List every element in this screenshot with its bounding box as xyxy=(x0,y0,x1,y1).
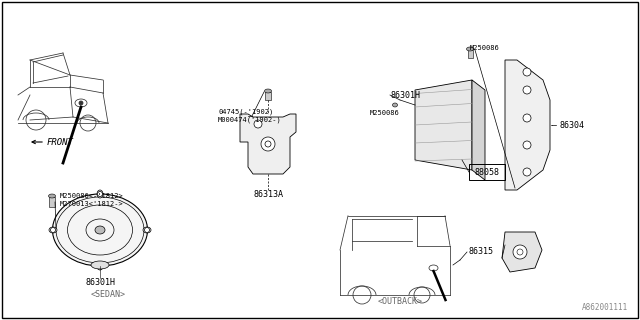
Text: 86304: 86304 xyxy=(560,121,585,130)
Ellipse shape xyxy=(143,227,151,233)
Ellipse shape xyxy=(49,227,57,233)
Bar xyxy=(468,50,473,58)
Circle shape xyxy=(523,168,531,176)
Circle shape xyxy=(145,228,150,233)
Circle shape xyxy=(97,191,102,196)
Circle shape xyxy=(265,141,271,147)
Bar xyxy=(49,197,55,207)
Text: <SEDAN>: <SEDAN> xyxy=(90,290,125,299)
Circle shape xyxy=(513,245,527,259)
Circle shape xyxy=(51,228,56,233)
Circle shape xyxy=(254,120,262,128)
Circle shape xyxy=(523,68,531,76)
Ellipse shape xyxy=(97,190,103,198)
Text: M270013<'1812->: M270013<'1812-> xyxy=(60,201,124,207)
Polygon shape xyxy=(502,232,542,272)
Ellipse shape xyxy=(264,89,271,93)
Text: FRONT: FRONT xyxy=(47,138,74,147)
Text: 86315: 86315 xyxy=(468,247,493,257)
Circle shape xyxy=(517,249,523,255)
Ellipse shape xyxy=(97,262,103,270)
Ellipse shape xyxy=(467,47,474,51)
Text: 86301H: 86301H xyxy=(85,278,115,287)
Polygon shape xyxy=(240,114,296,174)
Text: 04745(-'1902): 04745(-'1902) xyxy=(218,109,273,115)
Bar xyxy=(265,92,271,100)
Text: A862001111: A862001111 xyxy=(582,303,628,312)
Ellipse shape xyxy=(95,226,105,234)
Polygon shape xyxy=(472,80,485,180)
Text: M250086<-'1812>: M250086<-'1812> xyxy=(60,193,124,199)
Circle shape xyxy=(523,141,531,149)
Text: M000474('1902-): M000474('1902-) xyxy=(218,117,282,123)
Polygon shape xyxy=(505,60,550,190)
Ellipse shape xyxy=(52,194,147,266)
Circle shape xyxy=(523,86,531,94)
Text: M250086: M250086 xyxy=(470,45,500,51)
Text: M250086: M250086 xyxy=(370,110,400,116)
Ellipse shape xyxy=(91,261,109,269)
Polygon shape xyxy=(415,80,472,170)
Text: <OUTBACK>: <OUTBACK> xyxy=(378,297,422,306)
Circle shape xyxy=(79,101,83,105)
Bar xyxy=(469,164,505,180)
Text: 88058: 88058 xyxy=(474,167,499,177)
Text: 86313A: 86313A xyxy=(253,190,283,199)
Circle shape xyxy=(97,263,102,268)
Ellipse shape xyxy=(49,194,56,198)
Circle shape xyxy=(523,114,531,122)
Circle shape xyxy=(261,137,275,151)
Ellipse shape xyxy=(392,103,397,107)
Text: 86301H: 86301H xyxy=(390,91,420,100)
